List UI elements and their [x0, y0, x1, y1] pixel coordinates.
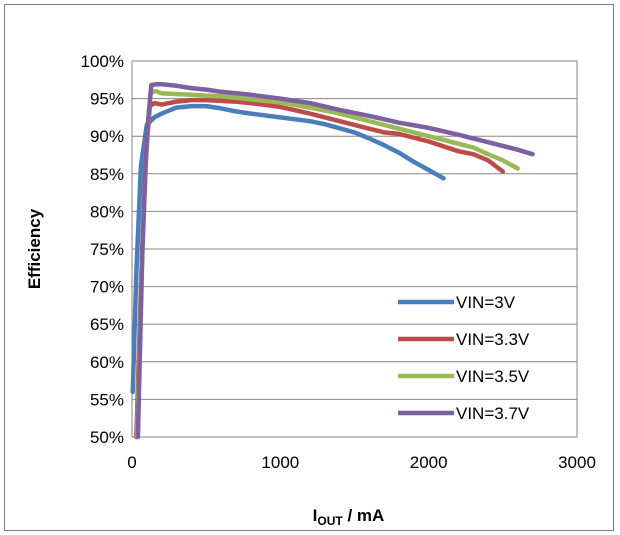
y-axis-title: Efficiency — [25, 208, 44, 289]
x-tick-label: 3000 — [558, 453, 596, 472]
chart-frame — [4, 4, 614, 531]
y-tick-label: 80% — [90, 202, 124, 221]
legend-label-1: VIN=3.3V — [456, 330, 530, 349]
y-tick-label: 60% — [90, 353, 124, 372]
x-axis-title-main: I — [313, 506, 318, 525]
series-line-3 — [135, 82, 535, 440]
x-axis-title-suffix: / mA — [343, 506, 385, 525]
plot-area — [131, 60, 578, 438]
x-axis-title: IOUT / mA — [313, 506, 385, 528]
x-tick-label: 0 — [127, 453, 136, 472]
x-tick-labels: 0 1000 2000 3000 — [127, 453, 596, 472]
legend-label-0: VIN=3V — [456, 293, 516, 312]
legend: VIN=3V VIN=3.3V VIN=3.5V VIN=3.7V — [398, 293, 530, 423]
x-axis-title-sub: OUT — [317, 514, 343, 528]
y-tick-label: 70% — [90, 278, 124, 297]
x-tick-label: 2000 — [410, 453, 448, 472]
series-line-2 — [134, 88, 520, 440]
series-line-1 — [134, 97, 506, 440]
x-tick-label: 1000 — [261, 453, 299, 472]
y-tick-label: 75% — [90, 240, 124, 259]
y-tick-label: 65% — [90, 315, 124, 334]
y-tick-label: 100% — [81, 52, 124, 71]
y-tick-label: 55% — [90, 390, 124, 409]
y-tick-label: 90% — [90, 127, 124, 146]
y-tick-label: 50% — [90, 428, 124, 447]
y-tick-label: 95% — [90, 90, 124, 109]
y-tick-label: 85% — [90, 165, 124, 184]
legend-label-3: VIN=3.7V — [456, 404, 530, 423]
y-tick-labels: 50% 55% 60% 65% 70% 75% 80% 85% 90% 95% 100% — [81, 52, 124, 447]
series-lines — [130, 82, 535, 440]
legend-label-2: VIN=3.5V — [456, 367, 530, 386]
